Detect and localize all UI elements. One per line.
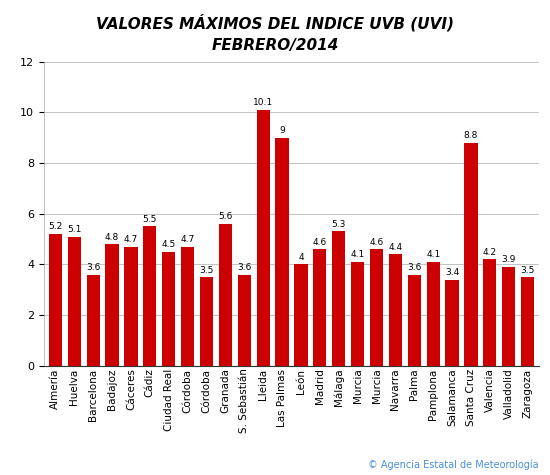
- Bar: [521, 277, 534, 366]
- Bar: [68, 237, 81, 366]
- Bar: [181, 247, 194, 366]
- Bar: [294, 265, 307, 366]
- Text: 8.8: 8.8: [464, 131, 478, 140]
- Text: 4.7: 4.7: [180, 235, 195, 244]
- Text: 4.8: 4.8: [105, 233, 119, 242]
- Text: VALORES MÁXIMOS DEL INDICE UVB (UVI): VALORES MÁXIMOS DEL INDICE UVB (UVI): [96, 14, 454, 32]
- Text: 5.5: 5.5: [142, 215, 157, 224]
- Text: 4.6: 4.6: [313, 238, 327, 247]
- Text: 4.1: 4.1: [426, 250, 441, 259]
- Bar: [446, 280, 459, 366]
- Bar: [370, 249, 383, 366]
- Text: 5.6: 5.6: [218, 212, 233, 221]
- Text: 5.1: 5.1: [67, 225, 81, 234]
- Text: © Agencia Estatal de Meteorología: © Agencia Estatal de Meteorología: [368, 460, 539, 470]
- Bar: [483, 259, 497, 366]
- Bar: [256, 110, 270, 366]
- Bar: [314, 249, 327, 366]
- Bar: [238, 275, 251, 366]
- Bar: [276, 138, 289, 366]
- Bar: [49, 234, 62, 366]
- Text: FEBRERO/2014: FEBRERO/2014: [211, 38, 339, 53]
- Text: 3.5: 3.5: [199, 266, 213, 275]
- Text: 4.5: 4.5: [162, 240, 176, 249]
- Bar: [408, 275, 421, 366]
- Bar: [124, 247, 138, 366]
- Text: 3.9: 3.9: [502, 256, 516, 265]
- Bar: [332, 231, 345, 366]
- Bar: [502, 267, 515, 366]
- Bar: [106, 244, 119, 366]
- Bar: [143, 227, 156, 366]
- Bar: [200, 277, 213, 366]
- Text: 3.6: 3.6: [237, 263, 251, 272]
- Text: 10.1: 10.1: [253, 98, 273, 107]
- Bar: [162, 252, 175, 366]
- Bar: [351, 262, 364, 366]
- Text: 4.7: 4.7: [124, 235, 138, 244]
- Text: 3.4: 3.4: [445, 268, 459, 277]
- Text: 4.1: 4.1: [350, 250, 365, 259]
- Bar: [219, 224, 232, 366]
- Text: 5.2: 5.2: [48, 222, 63, 231]
- Bar: [464, 143, 477, 366]
- Bar: [86, 275, 100, 366]
- Text: 5.3: 5.3: [332, 220, 346, 229]
- Bar: [427, 262, 440, 366]
- Text: 3.5: 3.5: [520, 266, 535, 275]
- Bar: [389, 254, 402, 366]
- Text: 4.2: 4.2: [483, 248, 497, 257]
- Text: 4.6: 4.6: [370, 238, 384, 247]
- Text: 4: 4: [298, 253, 304, 262]
- Text: 3.6: 3.6: [86, 263, 100, 272]
- Text: 9: 9: [279, 126, 285, 135]
- Text: 4.4: 4.4: [388, 243, 403, 252]
- Text: 3.6: 3.6: [407, 263, 421, 272]
